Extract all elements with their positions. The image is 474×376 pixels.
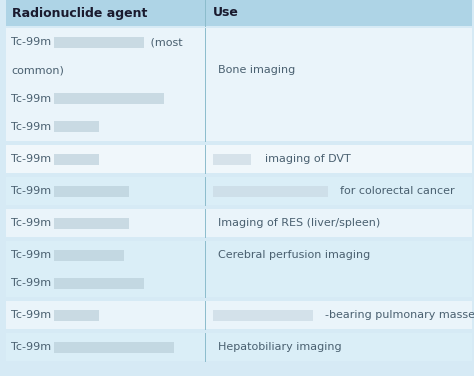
Text: Tc-99m: Tc-99m bbox=[11, 186, 51, 196]
Text: imaging of DVT: imaging of DVT bbox=[265, 154, 351, 164]
Text: Tc-99m: Tc-99m bbox=[11, 154, 51, 164]
Text: Imaging of RES (liver/spleen): Imaging of RES (liver/spleen) bbox=[218, 218, 380, 228]
Bar bbox=[54, 277, 144, 288]
Bar bbox=[213, 185, 328, 197]
Bar bbox=[6, 241, 472, 297]
Bar bbox=[54, 185, 129, 197]
Bar bbox=[54, 93, 164, 104]
Text: Tc-99m: Tc-99m bbox=[11, 250, 51, 260]
Bar bbox=[54, 341, 174, 353]
Bar bbox=[54, 153, 99, 165]
Bar bbox=[6, 209, 472, 237]
Text: Tc-99m: Tc-99m bbox=[11, 122, 51, 132]
Bar bbox=[6, 333, 472, 361]
Bar bbox=[54, 250, 124, 261]
Text: Use: Use bbox=[213, 6, 239, 20]
Bar bbox=[6, 301, 472, 329]
Text: -bearing pulmonary masses: -bearing pulmonary masses bbox=[325, 310, 474, 320]
Bar bbox=[213, 153, 251, 165]
Text: (most: (most bbox=[147, 37, 182, 47]
Text: Tc-99m: Tc-99m bbox=[11, 218, 51, 228]
Bar bbox=[6, 177, 472, 205]
Text: Tc-99m: Tc-99m bbox=[11, 37, 51, 47]
Text: Tc-99m: Tc-99m bbox=[11, 94, 51, 104]
Text: Bone imaging: Bone imaging bbox=[218, 65, 295, 75]
Bar bbox=[213, 309, 313, 320]
Bar bbox=[54, 217, 129, 229]
Text: for colorectal cancer: for colorectal cancer bbox=[340, 186, 455, 196]
Text: Cerebral perfusion imaging: Cerebral perfusion imaging bbox=[218, 250, 370, 260]
Text: Tc-99m: Tc-99m bbox=[11, 310, 51, 320]
Bar bbox=[54, 36, 144, 48]
Bar bbox=[6, 28, 472, 141]
Text: Hepatobiliary imaging: Hepatobiliary imaging bbox=[218, 342, 342, 352]
Bar bbox=[54, 121, 99, 132]
Bar bbox=[54, 309, 99, 320]
Text: Tc-99m: Tc-99m bbox=[11, 342, 51, 352]
Text: common): common) bbox=[11, 65, 64, 75]
Text: Radionuclide agent: Radionuclide agent bbox=[12, 6, 147, 20]
Text: Tc-99m: Tc-99m bbox=[11, 278, 51, 288]
Bar bbox=[6, 0, 472, 26]
Bar bbox=[6, 145, 472, 173]
